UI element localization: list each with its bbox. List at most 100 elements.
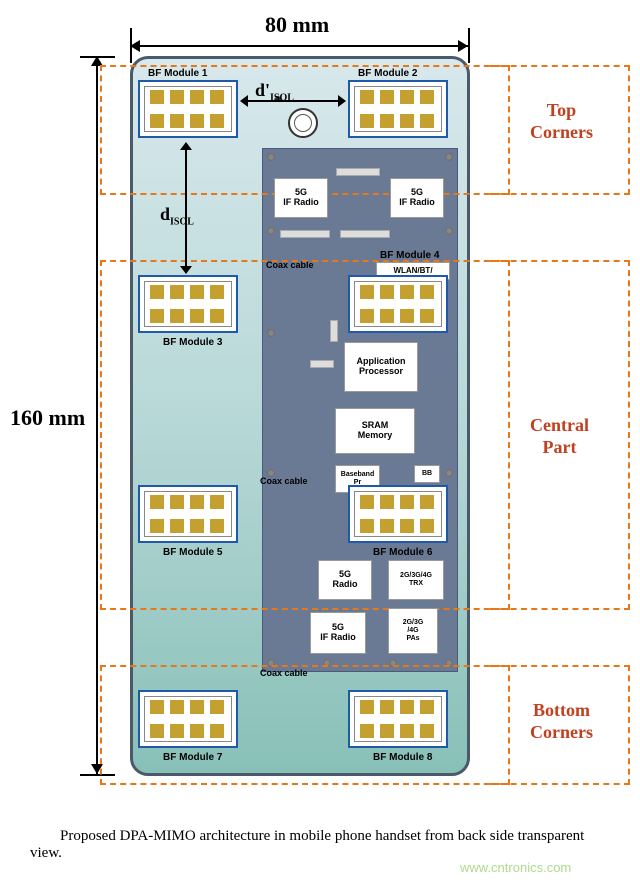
- antenna-element: [380, 90, 394, 104]
- antenna-element: [400, 519, 414, 533]
- label-central-part: CentralPart: [530, 415, 589, 458]
- screw: [267, 227, 275, 235]
- bf-module-8: [348, 690, 448, 748]
- antenna-element: [400, 114, 414, 128]
- antenna-element: [400, 90, 414, 104]
- width-dim-line: [130, 45, 470, 47]
- antenna-element: [380, 285, 394, 299]
- antenna-element: [400, 700, 414, 714]
- antenna-element: [210, 700, 224, 714]
- antenna-element: [420, 114, 434, 128]
- antenna-element: [210, 495, 224, 509]
- width-dim-label: 80 mm: [265, 12, 329, 38]
- antenna-element: [360, 114, 374, 128]
- d-isol-v-arr-b: [180, 266, 192, 274]
- coax-label-2: Coax cable: [260, 476, 308, 486]
- antenna-element: [210, 285, 224, 299]
- antenna-element: [360, 90, 374, 104]
- antenna-element: [380, 700, 394, 714]
- antenna-element: [420, 90, 434, 104]
- antenna-element: [400, 285, 414, 299]
- antenna-element: [170, 724, 184, 738]
- bf-module-5: [138, 485, 238, 543]
- bf-module-label-8: BF Module 8: [373, 752, 432, 763]
- bf-module-label-4: BF Module 4: [380, 250, 439, 261]
- antenna-element: [170, 495, 184, 509]
- antenna-element: [190, 519, 204, 533]
- strip: [310, 360, 334, 368]
- antenna-element: [150, 285, 164, 299]
- antenna-element: [360, 700, 374, 714]
- chip-5g-if-radio-2: 5GIF Radio: [390, 178, 444, 218]
- chip-234g-pas: 2G/3G/4GPAs: [388, 608, 438, 654]
- antenna-element: [360, 724, 374, 738]
- antenna-element: [150, 495, 164, 509]
- d-isol-label: dISOL: [160, 204, 194, 228]
- chip-app-proc: ApplicationProcessor: [344, 342, 418, 392]
- antenna-element: [170, 700, 184, 714]
- chip-5g-if-radio-4: 5GIF Radio: [310, 612, 366, 654]
- d-isol-v-arr-t: [180, 142, 192, 150]
- bf-module-label-6: BF Module 6: [373, 547, 432, 558]
- antenna-element: [420, 519, 434, 533]
- label-bottom-corners: BottomCorners: [530, 700, 593, 743]
- antenna-element: [380, 519, 394, 533]
- coax-label-1: Coax cable: [266, 260, 314, 270]
- antenna-element: [210, 309, 224, 323]
- bf-module-4: [348, 275, 448, 333]
- antenna-element: [420, 309, 434, 323]
- antenna-element: [420, 700, 434, 714]
- antenna-element: [190, 700, 204, 714]
- bf-module-label-1: BF Module 1: [148, 68, 207, 79]
- width-arrow-l: [130, 40, 140, 52]
- chip-sram: SRAMMemory: [335, 408, 415, 454]
- diagram-canvas: 80 mm 160 mm TopCorners CentralPart Bott…: [0, 0, 640, 884]
- antenna-element: [420, 285, 434, 299]
- strip: [336, 168, 380, 176]
- antenna-element: [170, 309, 184, 323]
- antenna-element: [380, 309, 394, 323]
- chip-5g-if-radio-1: 5GIF Radio: [274, 178, 328, 218]
- antenna-element: [190, 285, 204, 299]
- antenna-element: [380, 114, 394, 128]
- figure-caption: Proposed DPA-MIMO architecture in mobile…: [30, 828, 610, 862]
- bf-module-1: [138, 80, 238, 138]
- antenna-element: [150, 519, 164, 533]
- width-arrow-r: [458, 40, 468, 52]
- antenna-element: [150, 309, 164, 323]
- strip: [330, 320, 338, 342]
- bf-module-7: [138, 690, 238, 748]
- height-dim-line: [96, 56, 98, 776]
- antenna-element: [190, 114, 204, 128]
- antenna-element: [360, 519, 374, 533]
- d-isol-h-arr-l: [240, 95, 248, 107]
- chip-5g-radio-3: 5GRadio: [318, 560, 372, 600]
- antenna-element: [150, 114, 164, 128]
- chip-234g-trx: 2G/3G/4GTRX: [388, 560, 444, 600]
- antenna-element: [190, 309, 204, 323]
- antenna-element: [170, 114, 184, 128]
- d-isol-prime-label: d'ISOL: [255, 80, 294, 104]
- antenna-element: [400, 309, 414, 323]
- antenna-element: [360, 495, 374, 509]
- antenna-element: [170, 285, 184, 299]
- antenna-element: [190, 724, 204, 738]
- bf-module-label-3: BF Module 3: [163, 337, 222, 348]
- height-dim-label: 160 mm: [10, 405, 85, 431]
- bf-module-2: [348, 80, 448, 138]
- antenna-element: [380, 724, 394, 738]
- bf-module-label-7: BF Module 7: [163, 752, 222, 763]
- coax-label-3: Coax cable: [260, 668, 308, 678]
- chip-bb: BB: [414, 465, 440, 483]
- antenna-element: [360, 285, 374, 299]
- watermark: www.cntronics.com: [460, 860, 571, 875]
- width-dim-tick-r: [468, 28, 470, 63]
- antenna-element: [190, 90, 204, 104]
- antenna-element: [400, 724, 414, 738]
- antenna-element: [380, 495, 394, 509]
- strip: [340, 230, 390, 238]
- antenna-element: [190, 495, 204, 509]
- label-top-corners: TopCorners: [530, 100, 593, 143]
- antenna-element: [150, 700, 164, 714]
- antenna-element: [210, 519, 224, 533]
